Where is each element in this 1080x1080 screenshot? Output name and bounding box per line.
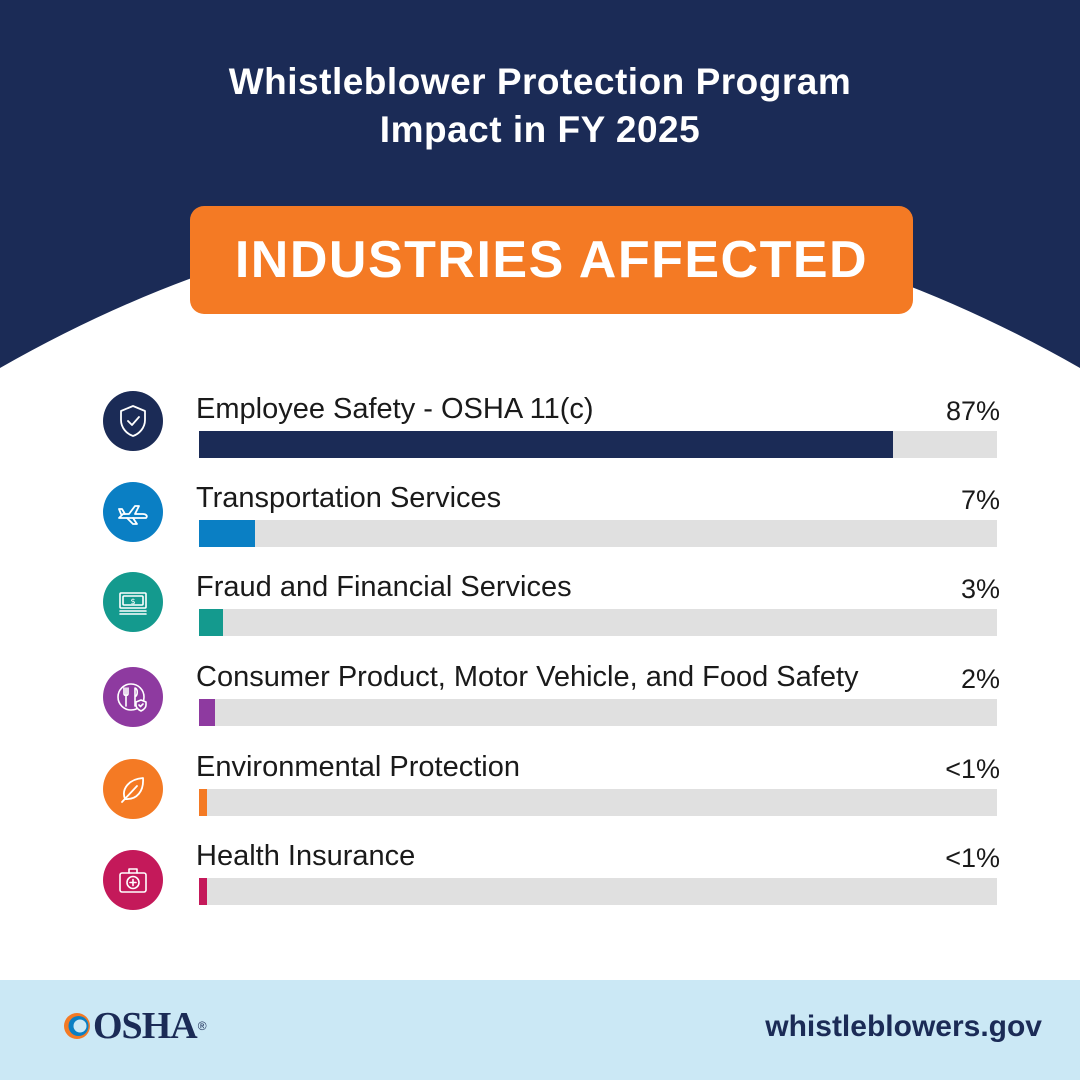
header-background bbox=[0, 0, 1080, 368]
bar-value-label: 2% bbox=[960, 664, 1000, 694]
bar-track bbox=[199, 789, 997, 816]
bar-label: Health Insurance bbox=[196, 840, 416, 872]
bar-value-label: 3% bbox=[960, 574, 1000, 604]
bar-label: Environmental Protection bbox=[196, 751, 520, 783]
bar-value-label: 7% bbox=[960, 485, 1000, 515]
bar-label: Fraud and Financial Services bbox=[196, 571, 572, 603]
bar-track bbox=[199, 878, 997, 905]
bar-fill bbox=[199, 609, 223, 636]
chart-row: Consumer Product, Motor Vehicle, and Foo… bbox=[0, 659, 1080, 749]
chart-row: $ Fraud and Financial Services 3% bbox=[0, 569, 1080, 659]
banner-text: INDUSTRIES AFFECTED bbox=[234, 231, 869, 289]
registered-mark: ® bbox=[197, 1019, 207, 1033]
title-line-2: Impact in FY 2025 bbox=[379, 109, 701, 150]
leaf-icon bbox=[103, 759, 163, 819]
bar-value-label: <1% bbox=[945, 754, 1000, 784]
bar-track bbox=[199, 609, 997, 636]
bar-fill bbox=[199, 699, 215, 726]
bar-fill bbox=[199, 431, 894, 458]
chart-row: Environmental Protection <1% bbox=[0, 749, 1080, 839]
first-aid-kit-icon bbox=[103, 850, 163, 910]
bar-track bbox=[199, 699, 997, 726]
bar-value-label: <1% bbox=[945, 843, 1000, 873]
footer: OSHA ® whistleblowers.gov bbox=[0, 980, 1080, 1080]
bar-track bbox=[199, 520, 997, 547]
chart-row: Health Insurance <1% bbox=[0, 838, 1080, 928]
bar-track bbox=[199, 431, 997, 458]
page-title: Whistleblower Protection Program Impact … bbox=[0, 58, 1080, 154]
svg-text:$: $ bbox=[130, 597, 135, 606]
website-link[interactable]: whistleblowers.gov bbox=[765, 1010, 1042, 1043]
bar-label: Consumer Product, Motor Vehicle, and Foo… bbox=[196, 661, 859, 693]
bar-fill bbox=[199, 520, 255, 547]
chart-row: Transportation Services 7% bbox=[0, 480, 1080, 570]
bar-label: Transportation Services bbox=[196, 482, 502, 514]
bar-fill bbox=[199, 878, 207, 905]
osha-logo-text: OSHA bbox=[93, 1005, 198, 1047]
osha-logo: OSHA ® bbox=[62, 1002, 207, 1050]
title-line-1: Whistleblower Protection Program bbox=[228, 61, 852, 102]
section-banner: INDUSTRIES AFFECTED bbox=[190, 206, 913, 314]
utensils-shield-icon bbox=[103, 667, 163, 727]
money-stack-icon: $ bbox=[103, 572, 163, 632]
airplane-icon bbox=[103, 482, 163, 542]
osha-logo-mark-icon bbox=[64, 1013, 90, 1039]
bar-fill bbox=[199, 789, 207, 816]
